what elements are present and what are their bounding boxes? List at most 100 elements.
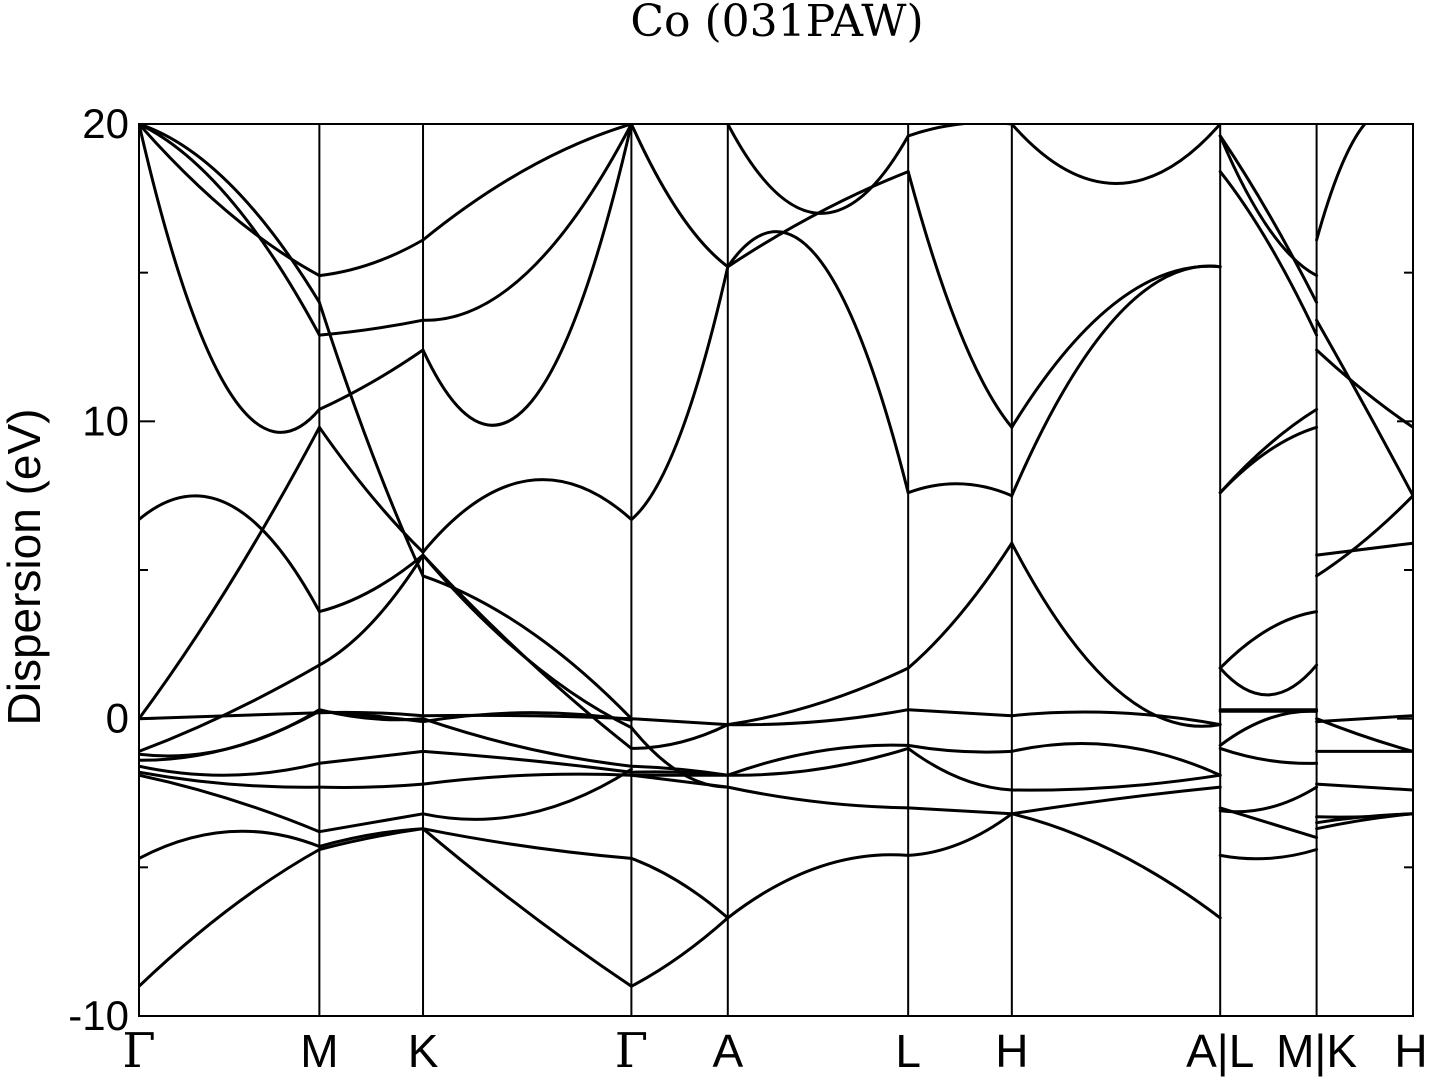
band-3-10 (629, 124, 730, 269)
band-1-10 (317, 553, 425, 614)
band-0-10 (139, 494, 321, 614)
kpoint-label-2: K (408, 1025, 439, 1077)
band-5-2 (906, 746, 1014, 792)
band-0-13 (139, 124, 321, 304)
band-7-9 (1218, 425, 1319, 495)
kpoint-label-3: Γ (615, 1023, 648, 1079)
band-2-12 (421, 124, 633, 322)
band-4-2 (726, 746, 910, 777)
kpoint-label-6: H (995, 1025, 1028, 1077)
band-8-2 (1315, 812, 1413, 819)
y-axis-label: Dispersion (eV) (0, 409, 50, 726)
band-5-5 (906, 708, 1014, 718)
band-2-13 (421, 574, 633, 721)
band-7-7 (1218, 663, 1319, 697)
band-8-9 (1315, 348, 1413, 429)
band-5-4 (906, 541, 1014, 670)
band-2-9 (421, 478, 633, 554)
band-3-7 (629, 726, 730, 789)
band-0-12 (139, 124, 321, 337)
band-4-3 (726, 743, 910, 777)
band-1-9 (317, 425, 425, 554)
band-5-7 (906, 170, 1014, 429)
kpoint-label-7: A|L (1186, 1025, 1254, 1077)
band-0-8 (139, 711, 321, 721)
band-0-3 (139, 770, 321, 789)
band-2-6 (421, 717, 633, 768)
band-6-5 (1010, 710, 1222, 727)
band-7-3 (1218, 746, 1319, 765)
kpoint-label-1: M (300, 1025, 338, 1077)
band-7-2 (1218, 785, 1319, 814)
band-4-8 (726, 124, 910, 215)
band-7-4 (1218, 709, 1319, 747)
band-2-4 (421, 749, 633, 774)
band-0-9 (139, 425, 321, 721)
band-5-6 (906, 482, 1014, 498)
y-tick-label-0: -10 (68, 992, 129, 1039)
band-6-4 (1010, 541, 1222, 728)
y-tick-label-3: 20 (82, 100, 129, 147)
band-2-11 (421, 124, 633, 427)
band-7-12 (1218, 134, 1319, 304)
plot-frame (138, 123, 1414, 1017)
band-1-12 (317, 318, 425, 337)
y-tick-label-2: 10 (82, 397, 129, 444)
band-5-3 (906, 743, 1014, 754)
band-6-0 (1010, 812, 1222, 920)
band-0-6 (139, 708, 321, 758)
band-1-4 (317, 749, 425, 765)
band-2-14 (421, 124, 633, 242)
band-6-8 (1010, 124, 1222, 185)
band-8-11 (1315, 124, 1413, 242)
kpoint-label-4: A (712, 1025, 743, 1077)
band-2-7 (421, 553, 633, 750)
band-3-5 (629, 764, 730, 777)
band-1-8 (317, 710, 425, 718)
band-7-0 (1218, 848, 1319, 861)
y-tick-label-1: 0 (106, 695, 129, 742)
band-4-4 (726, 666, 910, 727)
band-3-6 (629, 723, 730, 750)
kpoint-label-5: L (895, 1025, 921, 1077)
band-0-2 (139, 773, 321, 834)
band-3-0 (629, 916, 730, 988)
band-5-0 (906, 812, 1014, 857)
kpoint-label-8: M|K (1276, 1025, 1357, 1077)
band-2-2 (421, 767, 633, 821)
band-4-7 (726, 170, 910, 269)
kpoint-label-0: Γ (122, 1023, 155, 1079)
band-1-11 (317, 348, 425, 411)
band-7-8 (1218, 610, 1319, 670)
band-3-8 (629, 717, 730, 727)
y-axis: -10 0 10 20 (68, 100, 1413, 1039)
band-7-11 (1218, 170, 1319, 337)
band-7-13 (1218, 134, 1319, 278)
band-5-1 (906, 806, 1014, 816)
kpoint-label-9: H (1394, 1025, 1427, 1077)
band-0-7 (139, 663, 321, 753)
band-8-10 (1315, 318, 1413, 498)
band-2-0 (421, 827, 633, 988)
band-4-0 (726, 853, 910, 920)
band-4-6 (726, 230, 910, 495)
band-2-3 (421, 772, 633, 786)
band-0-11 (139, 124, 321, 434)
band-8-8 (1315, 494, 1413, 578)
band-2-10 (421, 553, 633, 730)
band-1-14 (317, 238, 425, 278)
band-3-9 (629, 265, 730, 521)
band-0-1 (139, 829, 321, 860)
band-1-7 (317, 553, 425, 667)
band-0-0 (139, 848, 321, 988)
band-1-2 (317, 812, 425, 834)
band-2-8 (421, 713, 633, 721)
band-2-1 (421, 827, 633, 860)
band-0-14 (139, 124, 321, 278)
band-7-10 (1218, 407, 1319, 495)
band-6-1 (1010, 785, 1222, 816)
band-8-6 (1315, 717, 1413, 753)
x-axis: Γ M K Γ A L H A|L M|K H (122, 1023, 1427, 1079)
band-1-3 (317, 782, 425, 789)
